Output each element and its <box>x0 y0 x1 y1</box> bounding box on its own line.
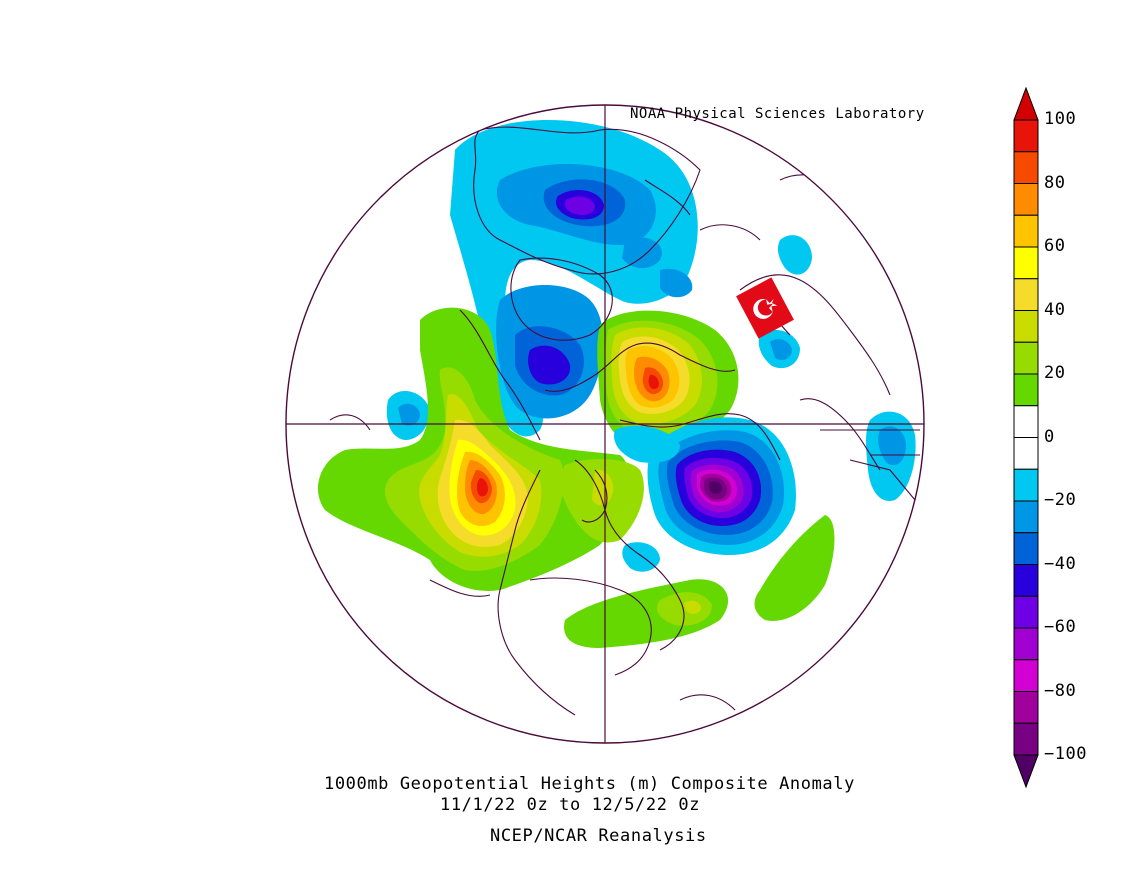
colorbar-bin <box>1013 691 1039 724</box>
colorbar <box>1013 86 1039 789</box>
negative-anomaly-patches <box>614 235 916 572</box>
colorbar-tick-label: −40 <box>1044 553 1077 574</box>
colorbar-under-arrow <box>1013 754 1039 789</box>
colorbar-bin <box>1013 500 1039 534</box>
anomaly-fill-layer <box>317 120 920 716</box>
map-title: 1000mb Geopotential Heights (m) Composit… <box>324 774 855 794</box>
colorbar-bin <box>1013 373 1039 407</box>
colorbar-bin <box>1013 246 1039 280</box>
data-source: NCEP/NCAR Reanalysis <box>490 826 707 846</box>
colorbar-tick-label: 20 <box>1044 363 1066 383</box>
turkey-flag-icon <box>736 277 794 339</box>
colorbar-bin <box>1013 278 1039 311</box>
colorbar-tick-label: 80 <box>1044 172 1066 193</box>
colorbar-tick-label: −20 <box>1044 490 1077 510</box>
colorbar-tick-label: 0 <box>1044 426 1055 447</box>
colorbar-tick-label: −80 <box>1044 680 1077 701</box>
colorbar-bin <box>1013 183 1039 216</box>
colorbar-bin <box>1013 532 1039 565</box>
negative-anomaly-atlantic-low <box>647 417 796 555</box>
colorbar-bin <box>1013 214 1039 248</box>
credit-label: NOAA Physical Sciences Laboratory <box>630 106 925 122</box>
colorbar-bin <box>1013 468 1039 502</box>
colorbar-over-arrow <box>1013 86 1039 121</box>
colorbar-tick-label: 60 <box>1044 236 1066 256</box>
colorbar-tick-label: 40 <box>1044 299 1066 320</box>
colorbar-bin <box>1013 564 1039 597</box>
colorbar-tick-label: −100 <box>1044 744 1087 764</box>
colorbar-bin <box>1013 627 1039 661</box>
colorbar-bin <box>1013 310 1039 343</box>
colorbar-bin <box>1013 151 1039 184</box>
positive-anomaly-eurasia <box>597 310 739 450</box>
colorbar-bin <box>1013 119 1039 153</box>
colorbar-bin <box>1013 341 1039 375</box>
colorbar-tick-label: 100 <box>1044 109 1077 129</box>
colorbar-tick-label: −60 <box>1044 617 1077 637</box>
colorbar-bin <box>1013 659 1039 692</box>
colorbar-bin <box>1013 405 1039 438</box>
positive-anomaly-pacific <box>317 307 644 591</box>
date-range: 11/1/22 0z to 12/5/22 0z <box>440 795 701 815</box>
colorbar-bin <box>1013 595 1039 629</box>
colorbar-bin <box>1013 722 1039 756</box>
colorbar-bin <box>1013 437 1039 470</box>
